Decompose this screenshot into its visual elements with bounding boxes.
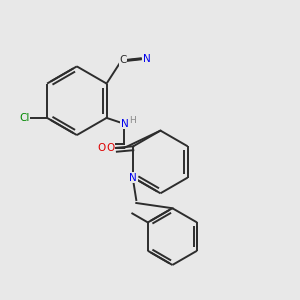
Text: Cl: Cl <box>20 113 30 123</box>
Text: C: C <box>119 55 127 65</box>
Text: N: N <box>121 119 128 129</box>
Text: O: O <box>106 143 114 153</box>
Text: N: N <box>142 54 150 64</box>
Text: N: N <box>129 172 137 183</box>
Text: H: H <box>129 116 136 125</box>
Text: O: O <box>98 143 106 153</box>
